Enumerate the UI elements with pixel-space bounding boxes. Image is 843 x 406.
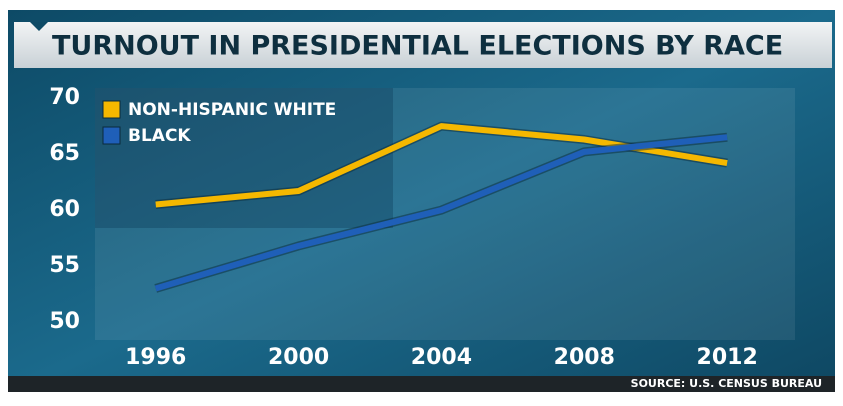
y-tick-label: 60	[49, 197, 80, 222]
source: SOURCE: U.S. CENSUS BUREAU	[631, 377, 822, 390]
legend-label: BLACK	[128, 126, 191, 146]
x-tick-label: 2012	[697, 345, 758, 370]
x-tick-label: 2008	[554, 345, 615, 370]
y-tick-label: 70	[49, 85, 80, 110]
chart-title: TURNOUT IN PRESIDENTIAL ELECTIONS BY RAC…	[52, 31, 783, 62]
legend-label: NON-HISPANIC WHITE	[128, 100, 336, 120]
series-line	[154, 134, 728, 292]
legend-swatch	[102, 100, 121, 119]
x-tick-label: 1996	[125, 345, 186, 370]
footer-strip	[8, 376, 835, 392]
background	[8, 10, 835, 392]
title-bar	[14, 22, 832, 68]
x-tick-label: 2004	[411, 345, 472, 370]
y-tick-label: 55	[49, 253, 80, 278]
y-tick-label: 50	[49, 309, 80, 334]
x-tick-label: 2000	[268, 345, 329, 370]
title-marker	[30, 22, 48, 31]
legend-swatch	[102, 126, 121, 145]
flag-canton	[95, 88, 393, 228]
y-tick-label: 65	[49, 141, 80, 166]
